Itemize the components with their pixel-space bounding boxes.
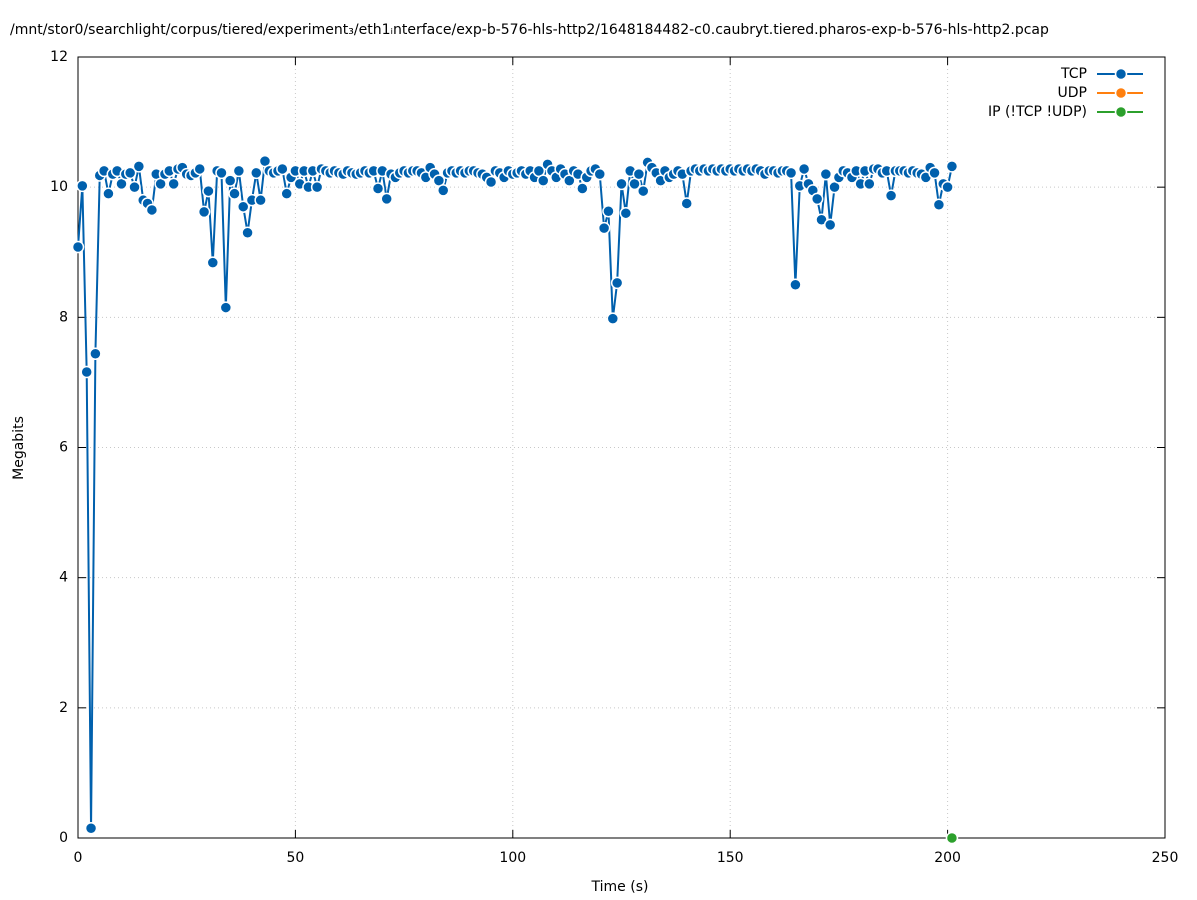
data-point: [206, 256, 220, 269]
legend-label: TCP: [1060, 66, 1087, 82]
data-point: [102, 187, 115, 200]
data-point: [223, 174, 237, 187]
x-axis-label: Time (s): [591, 879, 649, 895]
x-tick-label: 200: [934, 850, 961, 866]
data-point: [928, 166, 941, 180]
y-tick-label: 10: [50, 179, 68, 195]
data-point: [250, 166, 263, 180]
legend-marker: [1114, 86, 1128, 100]
data-point: [680, 197, 693, 210]
data-point: [128, 180, 141, 194]
legend-marker: [1114, 105, 1128, 119]
data-point: [597, 221, 611, 235]
data-point: [819, 167, 833, 181]
y-tick-label: 2: [59, 700, 68, 716]
data-point: [606, 312, 620, 325]
legend-marker: [1114, 67, 1128, 81]
data-point: [71, 240, 85, 254]
data-point: [197, 205, 211, 219]
data-point: [945, 160, 959, 173]
y-tick-label: 6: [59, 440, 68, 456]
data-point: [236, 200, 250, 213]
data-point: [619, 206, 633, 220]
data-point: [202, 184, 215, 198]
data-point: [863, 177, 876, 191]
data-point: [167, 177, 180, 191]
data-point: [484, 175, 498, 189]
data-point: [632, 167, 646, 181]
data-point: [941, 180, 954, 194]
data-point: [602, 204, 615, 218]
data-point: [615, 177, 628, 191]
data-point: [280, 187, 293, 200]
data-point: [884, 189, 898, 202]
data-point: [76, 179, 89, 193]
data-point: [228, 187, 241, 200]
data-point: [232, 164, 246, 178]
data-point: [945, 831, 959, 845]
data-point: [80, 365, 93, 379]
data-point: [610, 276, 624, 290]
data-point: [215, 166, 228, 180]
y-tick-label: 8: [59, 309, 68, 325]
data-point: [193, 162, 206, 176]
x-tick-label: 0: [74, 850, 83, 866]
x-tick-label: 50: [286, 850, 304, 866]
data-point: [123, 166, 137, 180]
plot-border: [77, 56, 1166, 839]
chart-title: /mnt/stor0/searchlight/corpus/tiered/exp…: [10, 22, 1049, 38]
y-axis-label: Megabits: [11, 416, 27, 480]
data-point: [241, 226, 254, 239]
data-point: [810, 192, 824, 206]
data-point: [132, 160, 146, 173]
legend-label: IP (!TCP !UDP): [988, 104, 1087, 120]
data-point: [436, 184, 450, 197]
data-point: [636, 184, 650, 198]
data-point: [797, 162, 811, 176]
data-point: [823, 218, 837, 232]
data-point: [89, 347, 102, 361]
data-point: [789, 278, 802, 292]
data-point: [593, 167, 607, 181]
data-point: [784, 166, 798, 180]
data-point: [536, 174, 550, 187]
data-point: [84, 821, 98, 835]
y-tick-label: 0: [59, 830, 68, 846]
x-tick-label: 150: [717, 850, 744, 866]
data-point: [932, 198, 946, 211]
y-tick-label: 12: [50, 49, 68, 65]
y-tick-label: 4: [59, 570, 68, 586]
x-tick-label: 250: [1152, 850, 1179, 866]
legend-label: UDP: [1058, 85, 1087, 101]
data-point: [276, 162, 289, 176]
x-tick-label: 100: [499, 850, 526, 866]
data-point: [310, 180, 324, 194]
data-point: [145, 203, 159, 217]
data-point: [576, 182, 589, 195]
data-point: [371, 182, 385, 195]
data-point: [254, 193, 267, 207]
data-point: [380, 192, 393, 206]
data-point: [219, 301, 233, 314]
